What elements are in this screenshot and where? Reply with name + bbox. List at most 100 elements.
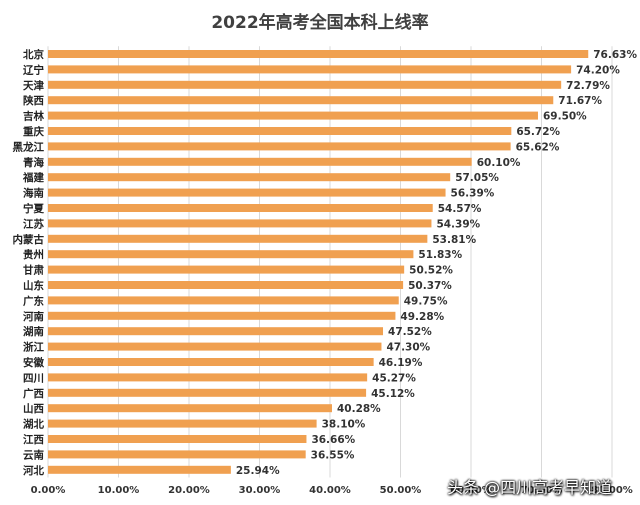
data-label: 51.83% (418, 249, 462, 261)
x-tick-label: 10.00% (98, 485, 140, 496)
bar (48, 111, 538, 120)
watermark: 头条 @四川高考早知道 (447, 478, 613, 497)
category-label: 海南 (23, 187, 44, 200)
bar (48, 311, 396, 320)
bar (48, 373, 368, 382)
data-label: 50.52% (409, 265, 453, 277)
data-label: 46.19% (379, 357, 423, 369)
x-tick-label: 60.00% (450, 485, 492, 496)
data-label: 71.67% (558, 95, 602, 107)
bar (48, 96, 554, 105)
bar (48, 142, 511, 151)
data-label: 45.12% (371, 388, 415, 400)
x-tick-label: 20.00% (168, 485, 210, 496)
bar (48, 204, 433, 212)
data-label: 47.30% (386, 342, 430, 354)
category-label: 浙江 (23, 341, 44, 354)
bar (48, 358, 374, 366)
data-label: 53.81% (432, 234, 476, 246)
data-label: 54.39% (436, 218, 480, 230)
data-label: 50.37% (408, 280, 452, 292)
category-label: 宁夏 (23, 202, 44, 215)
bar (48, 419, 317, 428)
data-label: 54.57% (438, 203, 482, 215)
x-tick-label: 30.00% (239, 485, 281, 496)
data-label: 49.75% (404, 295, 448, 307)
data-label: 60.10% (477, 157, 521, 169)
data-label: 72.79% (566, 80, 610, 92)
category-label: 江西 (23, 433, 44, 446)
x-axis-ticks: 0.00% 10.00% 20.00% 30.00% 40.00% 50.00% 60.00… (31, 485, 633, 496)
category-label: 北京 (23, 48, 44, 61)
data-label: 65.72% (516, 126, 560, 138)
x-tick-label: 70.00% (521, 485, 563, 496)
x-tick-label: 50.00% (380, 485, 422, 496)
category-label: 山西 (23, 402, 44, 415)
bar (48, 327, 384, 336)
data-label: 65.62% (516, 141, 560, 153)
data-label: 45.27% (372, 372, 416, 384)
category-label: 内蒙古 (13, 233, 45, 246)
bar (48, 65, 572, 74)
x-tick-label: 80.00% (591, 485, 633, 496)
bar (48, 388, 367, 397)
data-label: 36.66% (311, 434, 355, 446)
bar (48, 80, 562, 89)
category-label: 江苏 (23, 217, 44, 230)
category-label: 吉林 (23, 110, 44, 123)
data-label: 40.28% (337, 403, 381, 415)
category-label: 广东 (23, 294, 44, 307)
value-labels: 76.63% 74.20% 72.79% 71.67% 69.50% 65.72% 65.6… (236, 49, 638, 477)
bar (48, 404, 332, 413)
bar (48, 435, 307, 443)
data-label: 47.52% (388, 326, 432, 338)
category-label: 四川 (23, 372, 44, 384)
category-labels: 北京辽宁天津陕西吉林重庆黑龙江青海福建海南宁夏江苏内蒙古贵州甘肃山东广东河南湖南… (13, 48, 45, 477)
data-label: 49.28% (400, 311, 444, 323)
data-label: 36.55% (311, 449, 355, 461)
bar (48, 250, 414, 259)
data-label: 38.10% (322, 419, 366, 431)
category-label: 青海 (23, 156, 44, 169)
category-label: 湖南 (23, 325, 44, 338)
category-label: 黑龙江 (13, 140, 45, 153)
bar (48, 450, 306, 459)
x-tick-label: 0.00% (31, 485, 66, 496)
category-label: 陕西 (23, 94, 44, 107)
category-label: 甘肃 (23, 264, 44, 277)
bar (48, 296, 399, 305)
bar (48, 127, 512, 135)
data-label: 74.20% (576, 64, 620, 76)
bars (48, 50, 589, 474)
chart-title: 2022年高考全国本科上线率 (211, 12, 428, 33)
grid-lines (47, 46, 613, 478)
category-label: 云南 (23, 448, 44, 461)
bar (48, 265, 405, 274)
data-label: 76.63% (593, 49, 637, 61)
bar (48, 342, 382, 351)
category-label: 河南 (23, 310, 44, 323)
bar (48, 173, 451, 182)
category-label: 湖北 (23, 418, 44, 431)
category-label: 福建 (22, 171, 44, 184)
bar (48, 50, 589, 58)
category-label: 安徽 (23, 356, 44, 369)
category-label: 重庆 (23, 125, 44, 138)
category-label: 天津 (23, 79, 44, 92)
bar (48, 234, 428, 243)
bar (48, 281, 404, 289)
bar (48, 188, 446, 197)
category-label: 山东 (23, 279, 44, 292)
category-label: 河北 (23, 464, 44, 477)
data-label: 57.05% (455, 172, 499, 184)
bar (48, 219, 432, 228)
x-tick-label: 40.00% (309, 485, 351, 496)
bar (48, 465, 231, 474)
data-label: 69.50% (543, 111, 587, 123)
category-label: 辽宁 (23, 63, 44, 76)
bar (48, 157, 472, 166)
data-label: 25.94% (236, 465, 280, 477)
category-label: 贵州 (23, 248, 44, 261)
